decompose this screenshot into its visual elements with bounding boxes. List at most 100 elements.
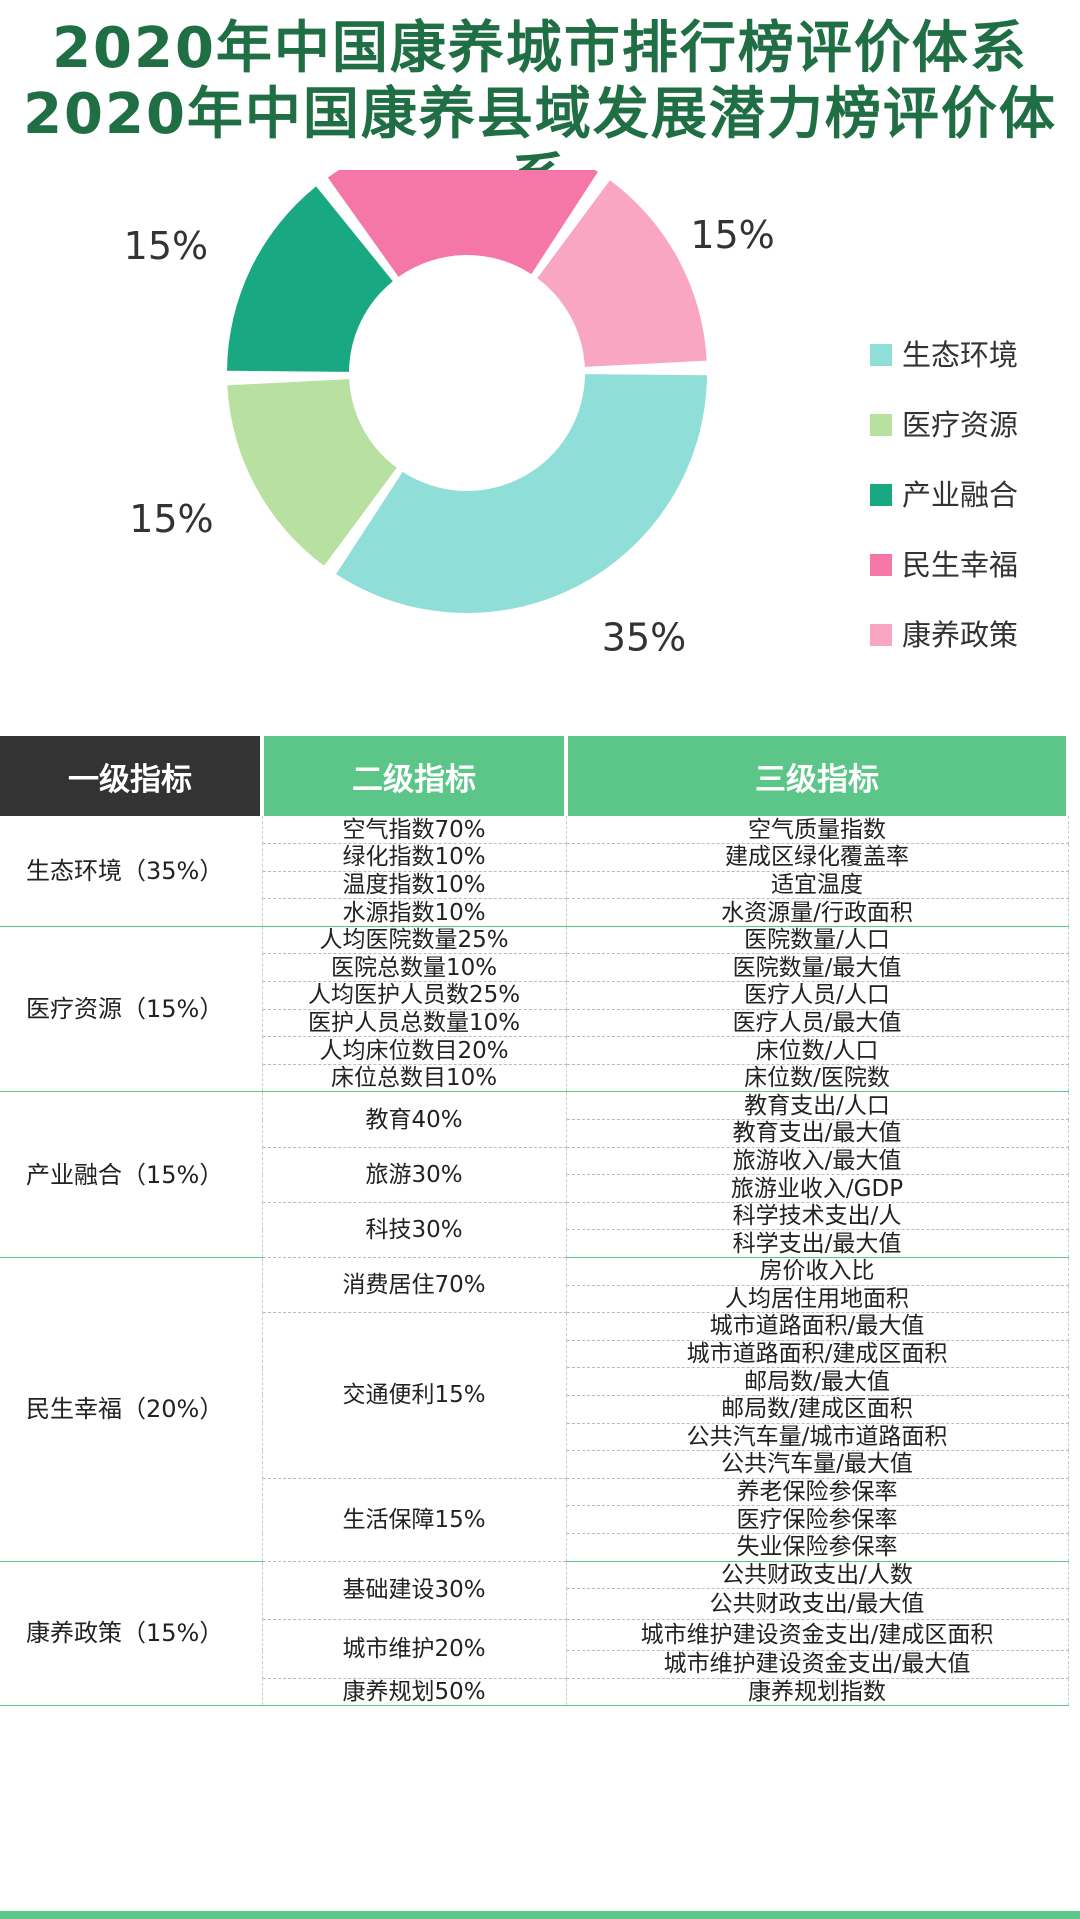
slice-5 — [537, 180, 707, 367]
table-row: 人均医护人员数25% 医疗人员/人口 — [0, 981, 1069, 1010]
table-row: 产业融合（15%） 教育40% 教育支出/人口 — [0, 1091, 1069, 1258]
level2-cell: 医院总数量10% — [262, 953, 567, 983]
table-row: 康养规划50% 康养规划指数 — [0, 1678, 1069, 1707]
level1-cell: 民生幸福（20%） — [0, 1257, 263, 1562]
level3-cell: 水资源量/行政面积 — [566, 898, 1069, 927]
level2-cell: 教育40% — [262, 1091, 567, 1148]
table-header-row: 一级指标 二级指标 三级指标 — [0, 736, 1070, 816]
level3-cell: 教育支出/最大值 — [566, 1119, 1069, 1148]
level2-cell: 空气指数70% — [262, 816, 567, 845]
table-row: 人均居住用地面积 — [0, 1285, 1069, 1314]
table-row: 医院总数量10% 医院数量/最大值 — [0, 953, 1069, 983]
slice-label-3: 15% — [124, 224, 208, 268]
level3-cell: 康养规划指数 — [566, 1678, 1069, 1707]
table-row: 康养政策（15%） 基础建设30% 公共财政支出/人数 — [0, 1561, 1069, 1707]
slice-label-1: 35% — [602, 616, 686, 660]
level2-cell: 床位总数目10% — [262, 1064, 567, 1093]
footer-bar — [0, 1911, 1080, 1919]
level3-cell: 城市道路面积/最大值 — [566, 1312, 1069, 1341]
level3-cell: 公共汽车量/最大值 — [566, 1450, 1069, 1479]
level2-cell: 医护人员总数量10% — [262, 1009, 567, 1038]
table-row: 邮局数/最大值 — [0, 1367, 1069, 1396]
level3-cell: 床位数/医院数 — [566, 1064, 1069, 1093]
table-row: 失业保险参保率 — [0, 1533, 1069, 1562]
table-row: 医护人员总数量10% 医疗人员/最大值 — [0, 1009, 1069, 1038]
level1-cell: 医疗资源（15%） — [0, 926, 263, 1093]
level3-cell: 医院数量/人口 — [566, 926, 1069, 955]
level3-cell: 医疗保险参保率 — [566, 1505, 1069, 1534]
level2-cell: 生活保障15% — [262, 1478, 567, 1562]
slice-label-5: 15% — [690, 213, 774, 257]
legend-label-2: 医疗资源 — [902, 408, 1018, 442]
level3-cell: 邮局数/最大值 — [566, 1367, 1069, 1396]
legend-label-5: 康养政策 — [902, 618, 1018, 652]
level3-cell: 科学支出/最大值 — [566, 1229, 1069, 1258]
slice-4 — [327, 170, 598, 277]
table-row: 医疗资源（15%） 人均医院数量25% 医院数量/人口 — [0, 926, 1069, 1093]
legend-label-3: 产业融合 — [902, 478, 1018, 512]
level3-cell: 邮局数/建成区面积 — [566, 1395, 1069, 1424]
table-row: 城市道路面积/建成区面积 — [0, 1340, 1069, 1369]
level2-cell: 绿化指数10% — [262, 843, 567, 872]
table-row: 人均床位数目20% 床位数/人口 — [0, 1036, 1069, 1065]
level1-cell: 康养政策（15%） — [0, 1561, 263, 1707]
level3-cell: 城市道路面积/建成区面积 — [566, 1340, 1069, 1369]
legend-swatch-2 — [870, 414, 892, 436]
level3-cell: 空气质量指数 — [566, 816, 1069, 845]
level3-cell: 旅游业收入/GDP — [566, 1174, 1069, 1203]
level3-cell: 城市维护建设资金支出/最大值 — [566, 1650, 1069, 1679]
legend-swatch-4 — [870, 554, 892, 576]
level2-cell: 人均床位数目20% — [262, 1036, 567, 1065]
level3-cell: 医疗人员/人口 — [566, 981, 1069, 1010]
level2-cell: 康养规划50% — [262, 1678, 567, 1707]
table-body: 生态环境（35%） 空气指数70% 空气质量指数 绿化指数10% 建成区绿化覆盖率 温度指… — [0, 816, 1069, 1707]
level3-cell: 教育支出/人口 — [566, 1091, 1069, 1121]
level2-cell: 消费居住70% — [262, 1257, 567, 1314]
level3-cell: 适宜温度 — [566, 871, 1069, 900]
slice-3 — [227, 186, 393, 372]
level3-cell: 公共财政支出/最大值 — [566, 1588, 1069, 1621]
slice-label-2: 15% — [129, 497, 213, 541]
level3-cell: 公共财政支出/人数 — [566, 1561, 1069, 1590]
level3-cell: 科学技术支出/人 — [566, 1202, 1069, 1231]
table-row: 教育支出/最大值 — [0, 1119, 1069, 1148]
level2-cell: 人均医护人员数25% — [262, 981, 567, 1010]
table-row: 旅游业收入/GDP — [0, 1174, 1069, 1203]
header-level3: 三级指标 — [566, 736, 1070, 816]
level2-cell: 温度指数10% — [262, 871, 567, 900]
level2-cell: 科技30% — [262, 1202, 567, 1259]
level2-cell: 旅游30% — [262, 1147, 567, 1203]
header-level1: 一级指标 — [0, 736, 264, 816]
table-row: 交通便利15% 城市道路面积/最大值 — [0, 1312, 1069, 1479]
legend-swatch-5 — [870, 624, 892, 646]
level3-cell: 养老保险参保率 — [566, 1478, 1069, 1507]
level1-cell: 生态环境（35%） — [0, 816, 263, 927]
indicator-table: 一级指标 二级指标 三级指标 生态环境（35%） 空气指数70% 空气质量指数 绿化指… — [0, 736, 1070, 1707]
table-row: 床位总数目10% 床位数/医院数 — [0, 1064, 1069, 1093]
level2-cell: 城市维护20% — [262, 1619, 567, 1679]
title-block: 2020年中国康养城市排行榜评价体系 2020年中国康养县域发展潜力榜评价体系 — [0, 0, 1080, 213]
table-row: 旅游30% 旅游收入/最大值 — [0, 1147, 1069, 1203]
level2-cell: 水源指数10% — [262, 898, 567, 927]
table-row: 公共汽车量/城市道路面积 — [0, 1423, 1069, 1452]
level3-cell: 人均居住用地面积 — [566, 1285, 1069, 1314]
level3-cell: 旅游收入/最大值 — [566, 1147, 1069, 1176]
level1-cell: 产业融合（15%） — [0, 1091, 263, 1258]
slice-2 — [227, 379, 397, 566]
table-row: 医疗保险参保率 — [0, 1505, 1069, 1534]
table-row: 城市维护20% 城市维护建设资金支出/建成区面积 — [0, 1619, 1069, 1679]
level3-cell: 床位数/人口 — [566, 1036, 1069, 1065]
legend-label-1: 生态环境 — [902, 338, 1018, 372]
table-row: 绿化指数10% 建成区绿化覆盖率 — [0, 843, 1069, 872]
level3-cell: 医院数量/最大值 — [566, 953, 1069, 983]
level3-cell: 公共汽车量/城市道路面积 — [566, 1423, 1069, 1452]
level3-cell: 房价收入比 — [566, 1257, 1069, 1286]
table-row: 邮局数/建成区面积 — [0, 1395, 1069, 1424]
header-level2: 二级指标 — [262, 736, 568, 816]
level2-cell: 交通便利15% — [262, 1312, 567, 1479]
table-row: 城市维护建设资金支出/最大值 — [0, 1650, 1069, 1679]
slice-1 — [336, 374, 707, 614]
main-title: 2020年中国康养城市排行榜评价体系 — [52, 16, 1028, 81]
table-row: 科学支出/最大值 — [0, 1229, 1069, 1258]
